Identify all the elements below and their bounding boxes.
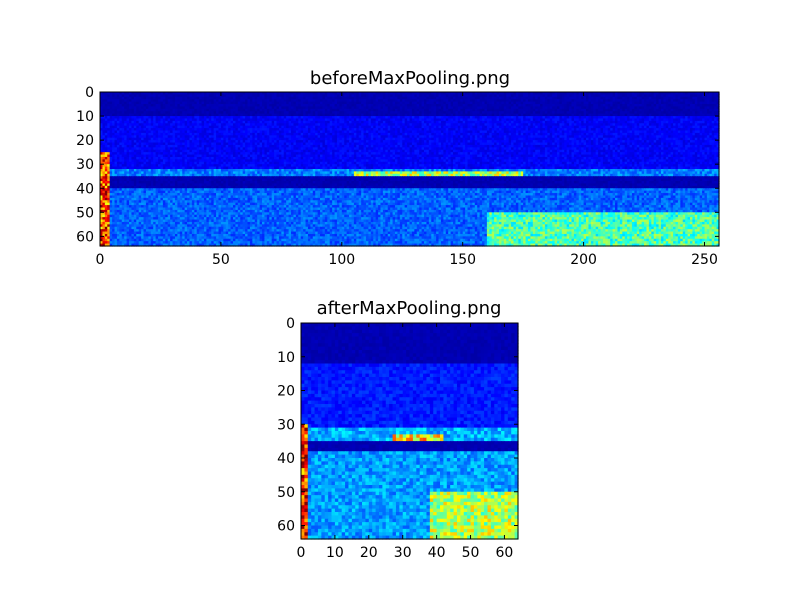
heatmap-panel-before: beforeMaxPooling.png 0 50 100 150 200 250 010…	[76, 68, 719, 268]
heatmap-cells	[100, 92, 720, 247]
chart-title: beforeMaxPooling.png	[310, 68, 510, 89]
